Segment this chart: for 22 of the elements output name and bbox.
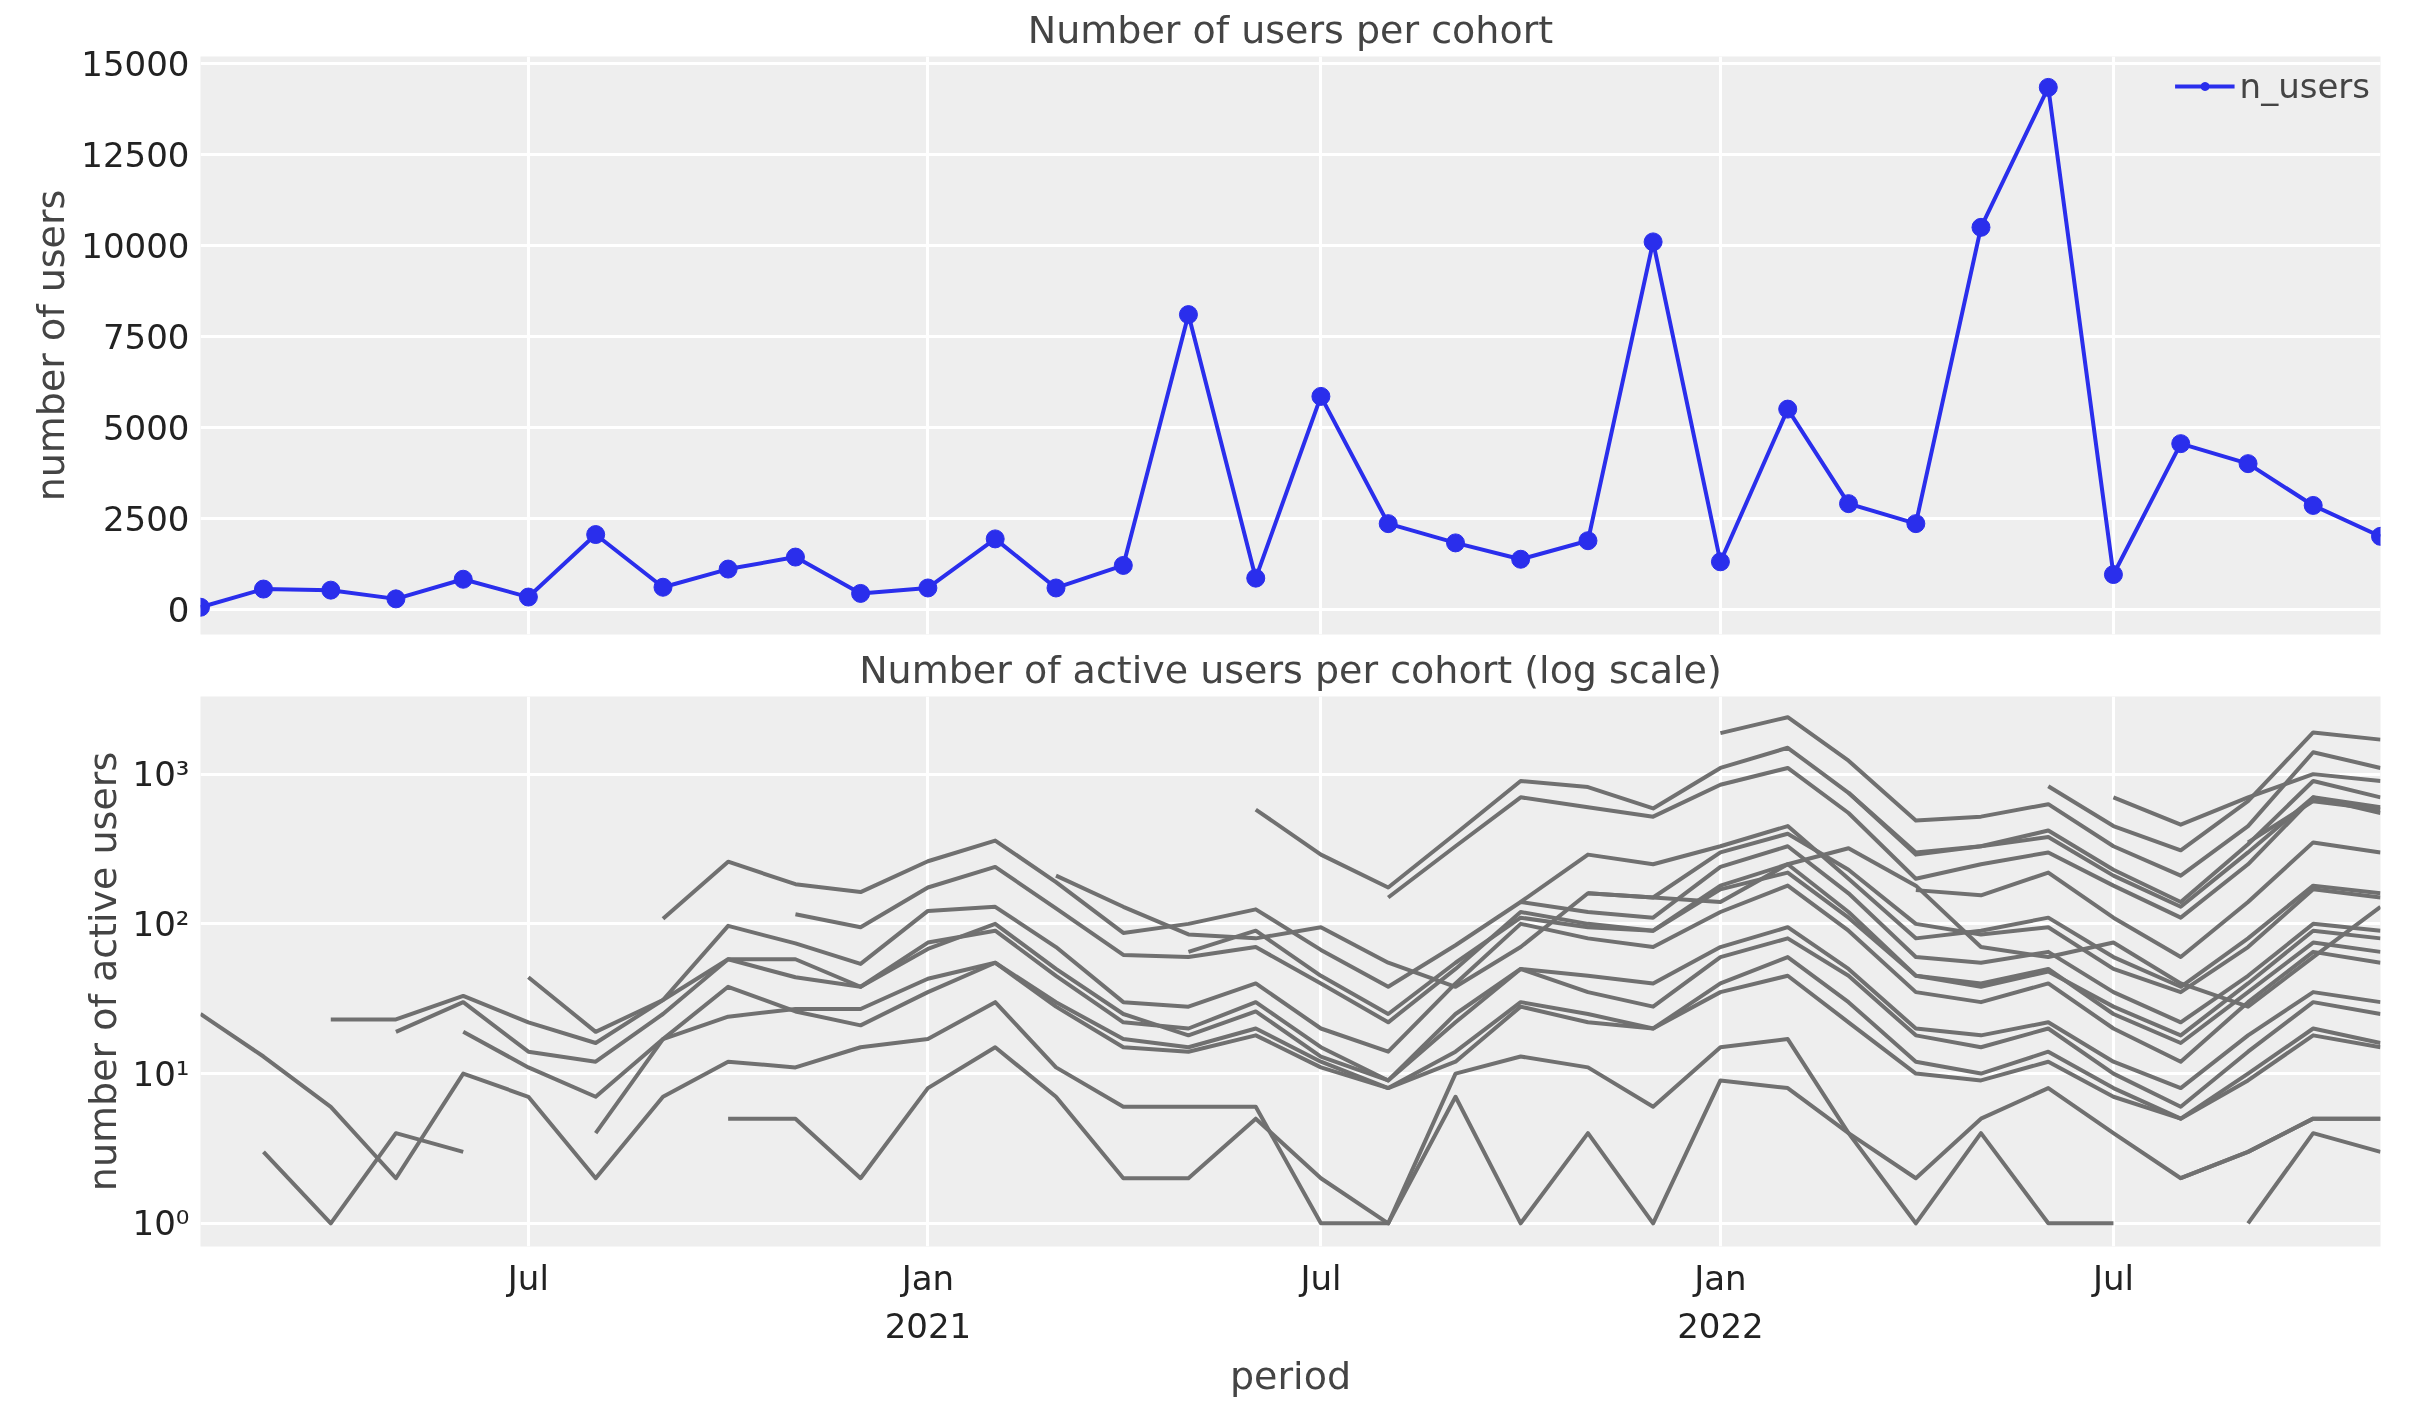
y-tick-label: 12500 [81, 135, 190, 176]
y-tick-label: 15000 [81, 44, 190, 85]
y-tick-label: 10¹ [132, 1053, 190, 1094]
y-tick-label: 0 [167, 589, 190, 630]
y-axis-title: number of active users [80, 751, 125, 1192]
y-tick-label: 2500 [102, 498, 190, 539]
x-axis-title: period [1229, 1353, 1352, 1398]
y-tick-label: 10⁰ [132, 1203, 190, 1244]
x-tick-label: Jan 2022 [1677, 1257, 1764, 1346]
legend-label: n_users [2239, 66, 2370, 106]
y-tick-label: 10² [132, 903, 190, 944]
y-tick-label: 10³ [132, 754, 190, 795]
x-tick-label: Jul [1298, 1257, 1342, 1298]
chart-title: Number of active users per cohort (log scale) [859, 647, 1722, 692]
chart-title: Number of users per cohort [1027, 7, 1554, 52]
y-tick-label: 10000 [81, 226, 190, 267]
x-tick-label: Jul [505, 1257, 549, 1298]
y-axis-title: number of users [29, 189, 74, 502]
x-tick-label: Jul [2090, 1257, 2134, 1298]
x-tick-label: Jan 2021 [884, 1257, 972, 1346]
y-tick-label: 7500 [102, 316, 190, 357]
y-tick-label: 5000 [102, 407, 190, 448]
